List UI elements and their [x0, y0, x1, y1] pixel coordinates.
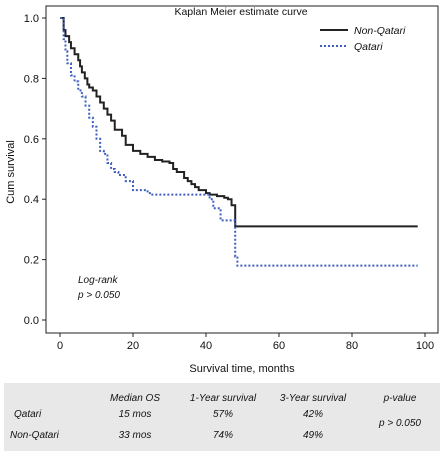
y-tick-label: 0.8 — [24, 73, 39, 85]
legend-label-non-qatari: Non-Qatari — [354, 25, 406, 37]
y-tick-label: 0.2 — [24, 255, 39, 267]
logrank-label: Log-rank — [78, 275, 118, 286]
cell-nonqatari-median: 33 mos — [118, 430, 152, 441]
row-label-qatari: Qatari — [14, 409, 42, 420]
x-tick-label: 20 — [127, 340, 139, 352]
header-median-os: Median OS — [109, 393, 161, 404]
cell-qatari-1yr: 57% — [212, 409, 234, 420]
y-axis-title: Cum survival — [5, 140, 17, 204]
x-axis: 0 20 40 60 80 100 — [57, 333, 434, 352]
cell-pvalue: p > 0.050 — [379, 418, 421, 429]
header-pvalue: p-value — [383, 393, 417, 404]
km-chart: Kaplan Meier estimate curve 0 20 40 60 80 100… — [5, 5, 439, 375]
cell-qatari-median: 15 mos — [118, 409, 152, 420]
y-tick-label: 0.6 — [24, 134, 39, 146]
series-layer — [60, 17, 418, 267]
chart-title: Kaplan Meier estimate curve — [174, 6, 307, 18]
y-axis: 0.0 0.2 0.4 0.6 0.8 1.0 — [24, 13, 46, 327]
x-tick-label: 0 — [57, 340, 63, 352]
row-label-non-qatari: Non-Qatari — [10, 430, 59, 441]
legend: Non-Qatari Qatari — [320, 25, 406, 53]
header-1yr: 1-Year survival — [189, 393, 257, 404]
summary-table: Median OS 1-Year survival 3-Year surviva… — [4, 383, 440, 451]
y-tick-label: 0.4 — [24, 194, 39, 206]
legend-label-qatari: Qatari — [354, 41, 383, 53]
series-line-non-qatari — [60, 17, 418, 228]
series-line-qatari — [60, 17, 418, 267]
logrank-pvalue: p > 0.050 — [77, 290, 120, 301]
cell-nonqatari-3yr: 49% — [302, 430, 324, 441]
x-axis-title: Survival time, months — [189, 363, 295, 375]
x-tick-label: 60 — [273, 340, 285, 352]
x-tick-label: 40 — [200, 340, 212, 352]
x-tick-label: 100 — [416, 340, 434, 352]
plot-frame — [45, 5, 439, 334]
header-3yr: 3-Year survival — [279, 393, 347, 404]
y-tick-label: 1.0 — [24, 13, 39, 25]
x-tick-label: 80 — [346, 340, 358, 352]
y-tick-label: 0.0 — [24, 315, 39, 327]
cell-qatari-3yr: 42% — [302, 409, 324, 420]
cell-nonqatari-1yr: 74% — [212, 430, 234, 441]
